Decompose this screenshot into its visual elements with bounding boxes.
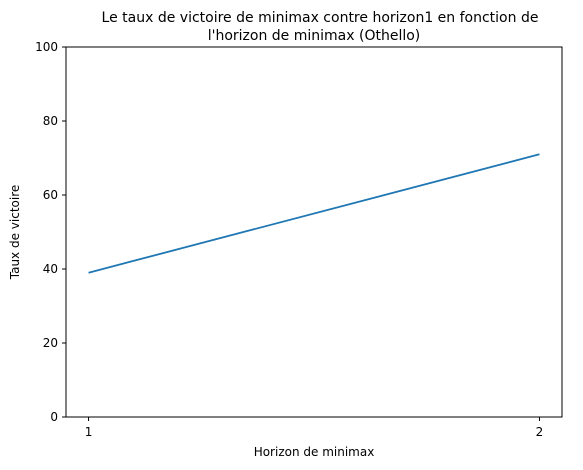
x-tick-label: 1 (85, 425, 93, 439)
chart-title-line-1: Le taux de victoire de minimax contre ho… (102, 10, 539, 26)
chart-title: Le taux de victoire de minimax contre ho… (102, 10, 539, 44)
y-tick-label: 20 (43, 336, 58, 350)
x-tick-label: 2 (536, 425, 544, 439)
y-axis-label: Taux de victoire (8, 185, 22, 281)
y-tick-label: 40 (43, 262, 58, 276)
y-tick-label: 100 (35, 40, 58, 54)
y-tick-label: 0 (50, 410, 58, 424)
y-tick-label: 60 (43, 188, 58, 202)
chart-title-line-2: l'horizon de minimax (Othello) (208, 28, 421, 44)
series-line-0 (88, 153, 540, 274)
plot-area (88, 153, 540, 274)
x-axis-label: Horizon de minimax (254, 445, 375, 459)
axes-frame (65, 46, 563, 418)
y-axis-ticks: 0 20 40 60 80 100 (35, 40, 66, 424)
y-tick-label: 80 (43, 114, 58, 128)
